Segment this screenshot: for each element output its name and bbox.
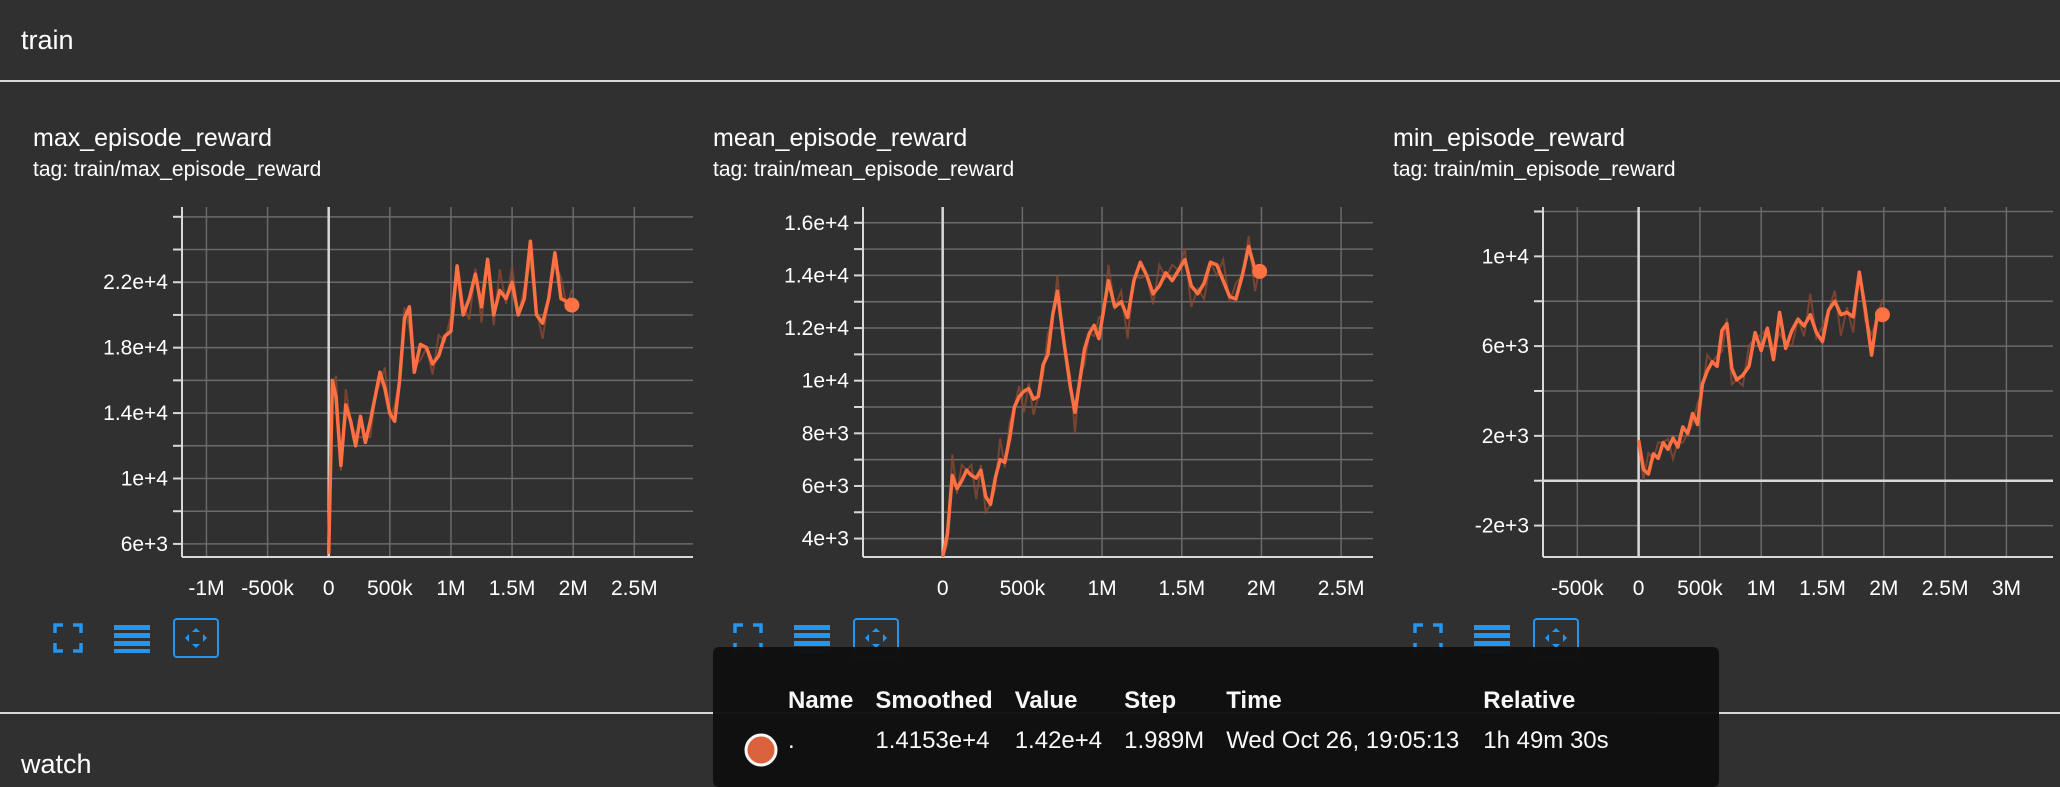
y-tick-label: 1.4e+4 xyxy=(103,402,168,425)
chart-title: min_episode_reward xyxy=(1393,124,1626,152)
fit-to-data-icon xyxy=(53,623,83,653)
fit-to-data-button[interactable] xyxy=(1405,618,1451,658)
x-tick-label: 1.5M xyxy=(1158,577,1205,600)
expand-icon xyxy=(865,628,887,648)
y-tick-label: 6e+3 xyxy=(121,533,168,556)
hover-point xyxy=(564,297,580,313)
tooltip-table: Name Smoothed Value Step Time Relative .… xyxy=(788,687,1631,755)
x-tick-label: 500k xyxy=(1000,577,1046,600)
tooltip-cell-name: . xyxy=(788,727,795,754)
x-tick-label: 2M xyxy=(1247,577,1276,600)
x-tick-label: 500k xyxy=(367,577,413,600)
x-tick-label: 1.5M xyxy=(489,577,536,600)
y-tick-label: 4e+3 xyxy=(802,528,849,551)
expand-icon xyxy=(185,628,207,648)
x-tick-label: -500k xyxy=(241,577,294,600)
tooltip-header-value: Value xyxy=(1014,687,1078,714)
chart-card-min-episode-reward: min_episode_reward tag: train/min_episod… xyxy=(1393,82,2060,682)
y-tick-label: 6e+3 xyxy=(802,475,849,498)
y-tick-label: 1.2e+4 xyxy=(784,317,849,340)
chart-title: mean_episode_reward xyxy=(713,124,968,152)
tooltip-header-step: Step xyxy=(1124,687,1177,714)
section-title-train: train xyxy=(21,24,74,55)
y-tick-label: 8e+3 xyxy=(802,422,849,445)
tooltip-row: . 1.4153e+4 1.42e+4 1.989M Wed Oct 26, 1… xyxy=(788,727,1631,755)
chart-plot-min-episode-reward[interactable]: -2e+3 2e+3 6e+3 1e+4 -500k 0 500k 1M 1.5M 2M 2.5M 3… xyxy=(1393,82,2060,602)
hover-point xyxy=(1874,307,1890,323)
chart-card-mean-episode-reward: mean_episode_reward tag: train/mean_epis… xyxy=(713,82,1393,682)
x-tick-label: 3M xyxy=(1992,577,2021,600)
x-tick-label: 0 xyxy=(1633,577,1645,600)
chart-tag: tag: train/mean_episode_reward xyxy=(713,158,1015,181)
smoothed-series-line xyxy=(326,239,573,554)
y-tick-label: 1e+4 xyxy=(802,370,850,393)
chart-plot-mean-episode-reward[interactable]: 4e+3 6e+3 8e+3 1e+4 1.2e+4 1.4e+4 1.6e+4 0 500k 1… xyxy=(713,82,1413,602)
hover-point xyxy=(1252,263,1268,279)
toggle-log-scale-icon xyxy=(114,625,150,653)
x-tick-label: 1M xyxy=(1747,577,1776,600)
y-tick-label: 1.4e+4 xyxy=(784,264,849,287)
x-tick-label: 2M xyxy=(1869,577,1898,600)
section-title-watch: watch xyxy=(21,749,92,779)
tooltip-header-row: Name Smoothed Value Step Time Relative xyxy=(788,687,1631,727)
smoothed-series-line xyxy=(1636,270,1884,476)
y-tick-label: -2e+3 xyxy=(1475,515,1529,538)
series-swatch xyxy=(741,730,781,775)
section-header-train[interactable]: train xyxy=(0,0,2060,82)
x-tick-label: 2.5M xyxy=(1922,577,1969,600)
y-tick-label: 1.8e+4 xyxy=(103,337,168,360)
y-tick-label: 1e+4 xyxy=(1482,245,1530,268)
raw-series-line xyxy=(941,235,1261,557)
y-tick-label: 1.6e+4 xyxy=(784,212,849,235)
x-tick-label: -1M xyxy=(188,577,224,600)
tooltip-cell-value: 1.42e+4 xyxy=(1014,727,1103,754)
x-tick-label: 0 xyxy=(323,577,335,600)
x-tick-label: -500k xyxy=(1551,577,1604,600)
fit-to-data-icon xyxy=(733,623,763,653)
x-tick-label: 2M xyxy=(559,577,588,600)
y-tick-label: 2.2e+4 xyxy=(103,271,168,294)
tooltip-header-name: Name xyxy=(788,687,854,714)
tooltip-cell-smoothed: 1.4153e+4 xyxy=(875,727,990,754)
x-tick-label: 2.5M xyxy=(1318,577,1365,600)
chart-title: max_episode_reward xyxy=(33,124,273,152)
x-tick-label: 500k xyxy=(1677,577,1723,600)
fit-to-data-button[interactable] xyxy=(725,618,771,658)
x-tick-label: 2.5M xyxy=(611,577,658,600)
chart-tag: tag: train/max_episode_reward xyxy=(33,158,322,181)
chart-plot-max-episode-reward[interactable]: 6e+3 1e+4 1.4e+4 1.8e+4 2.2e+4 -1M -500k 0 500k 1… xyxy=(33,82,733,602)
smoothed-series-line xyxy=(940,244,1261,557)
y-tick-label: 6e+3 xyxy=(1482,335,1529,358)
data-tooltip: Name Smoothed Value Step Time Relative .… xyxy=(713,647,1719,787)
chart-card-max-episode-reward: max_episode_reward tag: train/max_episod… xyxy=(33,82,713,682)
y-tick-label: 1e+4 xyxy=(121,467,169,490)
fit-to-data-icon xyxy=(1413,623,1443,653)
expand-chart-button[interactable] xyxy=(173,618,219,658)
tooltip-cell-step: 1.989M xyxy=(1124,727,1205,754)
x-tick-label: 1.5M xyxy=(1799,577,1846,600)
x-tick-label: 1M xyxy=(436,577,465,600)
y-tick-label: 2e+3 xyxy=(1482,425,1529,448)
tooltip-cell-time: Wed Oct 26, 19:05:13 xyxy=(1226,727,1460,754)
x-tick-label: 0 xyxy=(937,577,949,600)
chart-toolbar xyxy=(45,618,219,658)
tooltip-header-time: Time xyxy=(1226,687,1282,714)
chart-tag: tag: train/min_episode_reward xyxy=(1393,158,1676,181)
fit-to-data-button[interactable] xyxy=(45,618,91,658)
tooltip-header-smoothed: Smoothed xyxy=(875,687,993,714)
tooltip-cell-relative: 1h 49m 30s xyxy=(1483,727,1609,754)
tooltip-header-relative: Relative xyxy=(1483,687,1576,714)
toggle-log-scale-button[interactable] xyxy=(109,618,155,658)
x-tick-label: 1M xyxy=(1087,577,1116,600)
raw-series-line xyxy=(1637,271,1884,481)
expand-icon xyxy=(1545,628,1567,648)
